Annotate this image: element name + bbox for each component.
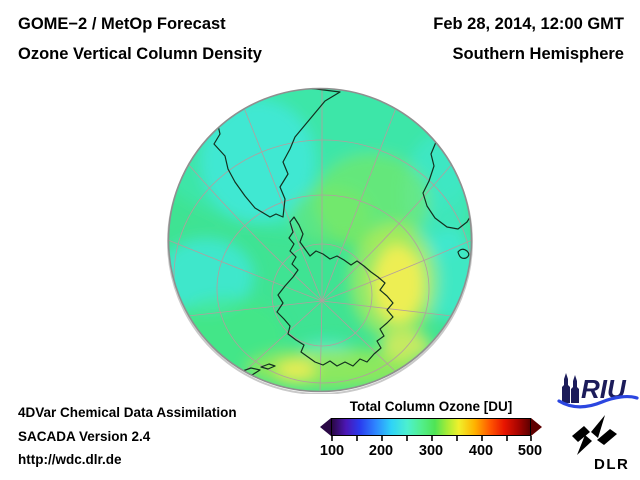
url-label: http://wdc.dlr.de <box>18 452 122 467</box>
colorbar-tick-label: 500 <box>517 443 543 459</box>
colorbar-row <box>320 418 542 436</box>
colorbar-labels: 100 200 300 400 500 <box>319 443 543 461</box>
globe-limb <box>167 87 473 393</box>
header-left: GOME−2 / MetOp Forecast Ozone Vertical C… <box>18 9 262 69</box>
dlr-logo-text: DLR <box>594 456 629 473</box>
colorbar-gradient <box>331 418 531 436</box>
dlr-star-icon <box>572 415 617 455</box>
ozone-globe-map <box>166 86 474 395</box>
colorbar-tick-label: 100 <box>319 443 345 459</box>
version-label: SACADA Version 2.4 <box>18 428 151 444</box>
assimilation-label: 4DVar Chemical Data Assimilation <box>18 405 237 420</box>
riu-logo-text: RIU <box>581 374 627 404</box>
colorbar: Total Column Ozone [DU] 100 200 300 400 … <box>319 399 543 461</box>
riu-logo-svg: RIU <box>557 373 639 409</box>
colorbar-left-arrow <box>320 418 331 436</box>
colorbar-tick-label: 400 <box>468 443 494 459</box>
colorbar-title: Total Column Ozone [DU] <box>349 399 513 414</box>
riu-logo: RIU <box>556 371 640 414</box>
datetime-label: Feb 28, 2014, 12:00 GMT <box>433 15 624 33</box>
graticule <box>168 89 472 392</box>
region-label: Southern Hemisphere <box>452 45 624 63</box>
dlr-logo: DLR <box>570 413 638 480</box>
colorbar-right-arrow <box>531 418 542 436</box>
dlr-logo-svg: DLR <box>572 415 629 473</box>
colorbar-ticks <box>321 436 541 442</box>
footer-credits: 4DVar Chemical Data Assimilation SACADA … <box>18 401 237 472</box>
globe-svg <box>167 87 473 395</box>
header-right: Feb 28, 2014, 12:00 GMT Southern Hemisph… <box>433 9 624 69</box>
riu-wave-icon <box>557 395 639 409</box>
page-title: GOME−2 / MetOp Forecast <box>18 15 226 33</box>
colorbar-tick-label: 200 <box>368 443 394 459</box>
cathedral-icon <box>562 373 579 403</box>
colorbar-tick-label: 300 <box>418 443 444 459</box>
page-subtitle: Ozone Vertical Column Density <box>18 45 262 63</box>
coastline-antarctica <box>276 216 394 367</box>
